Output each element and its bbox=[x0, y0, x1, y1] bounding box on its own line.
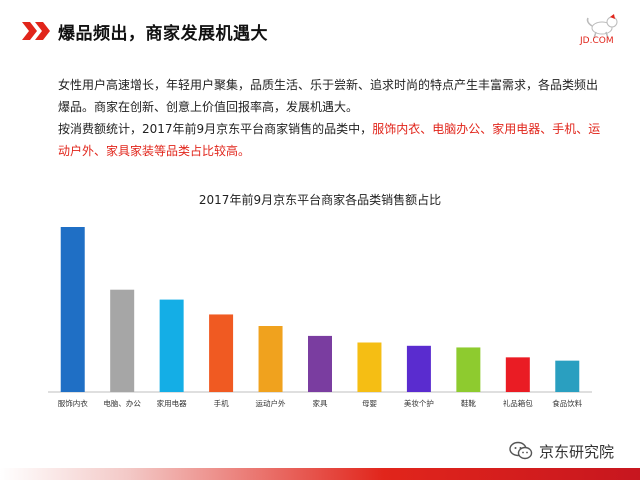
bar-7 bbox=[357, 342, 382, 392]
chart-title: 2017年前9月京东平台商家各品类销售额占比 bbox=[199, 192, 441, 207]
x-tick-label-8: 美妆个护 bbox=[404, 398, 434, 408]
watermark-text: 京东研究院 bbox=[539, 442, 615, 461]
watermark: 京东研究院 bbox=[509, 440, 614, 462]
bar-4 bbox=[209, 314, 234, 392]
bar-3 bbox=[159, 299, 184, 392]
bar-5 bbox=[258, 326, 283, 392]
bar-1 bbox=[60, 227, 85, 392]
x-tick-label-2: 电脑、办公 bbox=[103, 398, 141, 408]
bar-2 bbox=[110, 289, 135, 392]
x-tick-label-1: 服饰内衣 bbox=[58, 398, 88, 408]
x-tick-label-11: 食品饮料 bbox=[552, 398, 582, 408]
page-title: 爆品频出，商家发展机遇大 bbox=[58, 24, 268, 44]
body-paragraph-2-highlight: 服饰内衣、电脑办公、家用电器、手机、运动户外、家具家装等品类占比较高。 bbox=[58, 122, 601, 158]
chevron-logo-icon bbox=[22, 22, 50, 40]
x-tick-label-9: 鞋靴 bbox=[461, 398, 476, 408]
body-paragraph-2: 按消费额统计，2017年前9月京东平台商家销售的品类中，服饰内衣、电脑办公、家用… bbox=[58, 118, 603, 162]
bar-10 bbox=[505, 357, 530, 392]
body-paragraph-2-prefix: 按消费额统计，2017年前9月京东平台商家销售的品类中， bbox=[58, 122, 373, 136]
x-tick-label-7: 母婴 bbox=[362, 399, 377, 408]
body-paragraph-1: 女性用户高速增长，年轻用户聚集，品质生活、乐于尝新、追求时尚的特点产生丰富需求，… bbox=[58, 78, 599, 114]
x-tick-label-6: 家具 bbox=[313, 398, 328, 408]
jd-logo-text: JD.COM bbox=[580, 36, 614, 46]
x-tick-label-5: 运动户外 bbox=[256, 398, 286, 408]
bar-9 bbox=[456, 347, 481, 392]
footer-gradient-bar bbox=[0, 468, 640, 480]
wechat-icon bbox=[509, 441, 533, 460]
body-text: 女性用户高速增长，年轻用户聚集，品质生活、乐于尝新、追求时尚的特点产生丰富需求，… bbox=[58, 74, 603, 162]
x-tick-label-10: 礼品箱包 bbox=[503, 398, 533, 408]
bar-6 bbox=[308, 335, 332, 392]
bar-8 bbox=[406, 345, 431, 392]
x-tick-label-4: 手机 bbox=[214, 398, 229, 408]
bar-11 bbox=[555, 360, 580, 392]
x-tick-label-3: 家用电器 bbox=[157, 398, 187, 408]
jd-dog-logo-icon bbox=[586, 14, 618, 39]
